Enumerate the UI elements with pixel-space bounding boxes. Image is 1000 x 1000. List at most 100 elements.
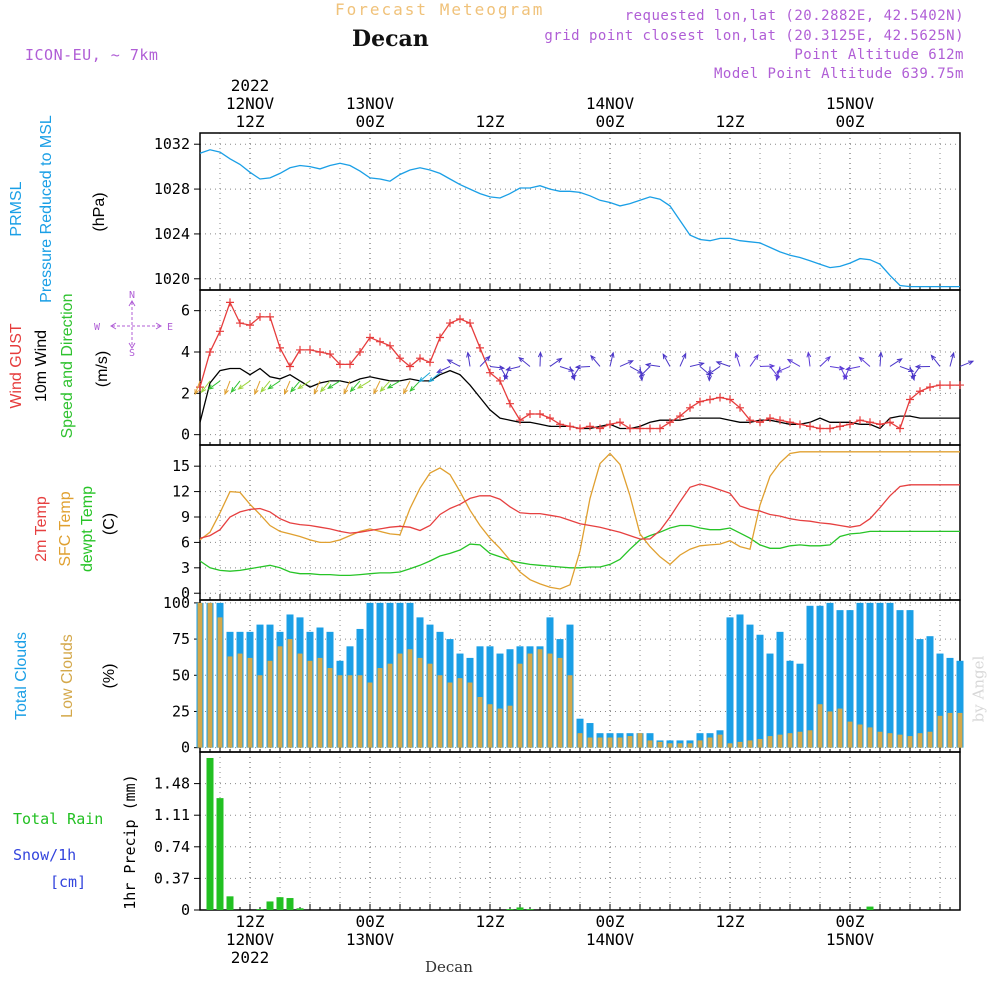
wind-arrow bbox=[284, 380, 291, 395]
gust-marker bbox=[266, 312, 274, 321]
footer-location: Decan bbox=[425, 958, 473, 976]
y-tick-label: 1024 bbox=[154, 225, 190, 243]
total-cloud-bar bbox=[836, 610, 844, 748]
wind-arrowhead bbox=[638, 375, 644, 382]
gust-marker bbox=[896, 424, 904, 433]
y-tick-label: 100 bbox=[163, 594, 190, 612]
low-cloud-bar bbox=[567, 675, 573, 748]
wind-arrowhead bbox=[436, 368, 443, 373]
wind-arrowhead bbox=[349, 386, 356, 393]
low-cloud-bar bbox=[917, 733, 923, 748]
time-label-hour: 12Z bbox=[716, 912, 745, 931]
low-cloud-bar bbox=[817, 704, 823, 748]
gust-marker bbox=[926, 383, 934, 392]
gust-marker bbox=[326, 350, 334, 359]
wind-arrow bbox=[320, 380, 331, 392]
low-cloud-bar bbox=[457, 678, 463, 748]
gust-marker bbox=[956, 381, 964, 390]
gust-marker bbox=[766, 414, 774, 423]
total-cloud-bar bbox=[796, 663, 804, 748]
low-cloud-bar bbox=[927, 731, 933, 748]
y-tick-label: 1.48 bbox=[154, 775, 190, 793]
low-cloud-bar bbox=[387, 663, 393, 748]
low-cloud-bar bbox=[747, 740, 753, 748]
low-cloud-bar bbox=[957, 712, 963, 748]
y-tick-label: 75 bbox=[172, 630, 190, 648]
rain-bar bbox=[526, 909, 534, 910]
low-cloud-bar bbox=[197, 602, 203, 748]
time-label-date: 14NOV bbox=[586, 930, 635, 949]
wind-arrowhead bbox=[698, 361, 705, 367]
low-cloud-bar bbox=[687, 743, 693, 748]
gust-marker bbox=[886, 418, 894, 427]
y-tick-label: 0.74 bbox=[154, 838, 190, 856]
low-cloud-bar bbox=[557, 657, 563, 748]
wind-arrow bbox=[201, 380, 211, 393]
wind-arrow bbox=[387, 380, 401, 389]
wind-arrow bbox=[609, 352, 614, 367]
total-cloud-bar bbox=[746, 624, 754, 748]
low-cloud-bar bbox=[737, 741, 743, 748]
gust-marker bbox=[696, 397, 704, 406]
gust-marker bbox=[936, 381, 944, 390]
wind-arrowhead bbox=[484, 355, 491, 362]
total-cloud-bar bbox=[766, 653, 774, 748]
wind-arrow bbox=[911, 366, 921, 379]
gust-marker bbox=[636, 424, 644, 433]
total-cloud-bar bbox=[586, 723, 594, 748]
wind-arrow bbox=[639, 366, 651, 377]
total-cloud-bar bbox=[886, 602, 894, 748]
wind-arrowhead bbox=[319, 386, 326, 393]
low-cloud-bar bbox=[297, 653, 303, 748]
low-cloud-bar bbox=[427, 663, 433, 748]
low-cloud-bar bbox=[907, 736, 913, 748]
low-cloud-bar bbox=[767, 736, 773, 748]
wind-arrowhead bbox=[571, 373, 577, 380]
low-cloud-bar bbox=[847, 721, 853, 748]
wind-arrow bbox=[949, 352, 955, 367]
gust-marker bbox=[746, 416, 754, 425]
wind-arrow bbox=[930, 355, 941, 367]
wind-arrowhead bbox=[574, 364, 581, 370]
gust-marker bbox=[356, 348, 364, 356]
gust-marker bbox=[906, 395, 914, 404]
gust-marker bbox=[276, 343, 284, 352]
y-tick-label: 12 bbox=[172, 483, 190, 501]
wind-arrowhead bbox=[518, 356, 525, 363]
wind-arrowhead bbox=[403, 388, 408, 395]
wind-arrowhead bbox=[707, 375, 712, 382]
wind-arrow bbox=[619, 360, 633, 367]
time-label-hour: 12Z bbox=[476, 912, 505, 931]
wind-arrow bbox=[776, 366, 781, 381]
low-cloud-bar bbox=[507, 705, 513, 748]
low-cloud-bar bbox=[627, 736, 633, 748]
total-cloud-bar bbox=[826, 602, 834, 748]
total-cloud-bar bbox=[936, 653, 944, 748]
low-cloud-bar bbox=[497, 708, 503, 748]
total-cloud-bar bbox=[856, 602, 864, 748]
wind-arrow bbox=[373, 380, 381, 394]
total-cloud-bar bbox=[756, 634, 764, 748]
point-altitude: Point Altitude 612m bbox=[794, 47, 964, 63]
total-cloud-bar bbox=[806, 605, 814, 748]
gust-marker bbox=[706, 395, 714, 404]
wind-arrowhead bbox=[609, 351, 615, 358]
low-cloud-bar bbox=[657, 741, 663, 748]
wind-arrow bbox=[260, 380, 271, 393]
y-tick-label: 1.11 bbox=[154, 806, 190, 824]
low-cloud-bar bbox=[597, 737, 603, 748]
low-cloud-bar bbox=[287, 639, 293, 748]
wind-arrowhead bbox=[681, 352, 687, 359]
y-tick-label: 15 bbox=[172, 457, 190, 475]
gust-marker bbox=[396, 354, 404, 363]
wind-arrow bbox=[297, 380, 311, 389]
wind-arrowhead bbox=[498, 365, 506, 371]
wind-arrowhead bbox=[313, 388, 319, 395]
low-cloud-bar bbox=[937, 715, 943, 748]
wind-arrow bbox=[343, 380, 351, 394]
y-tick-label: 0 bbox=[181, 426, 190, 444]
chart-subtitle: Forecast Meteogram bbox=[335, 0, 545, 19]
gust-marker bbox=[446, 319, 454, 328]
low-cloud-bar bbox=[417, 657, 423, 748]
time-label-date: 12NOV bbox=[226, 94, 275, 113]
